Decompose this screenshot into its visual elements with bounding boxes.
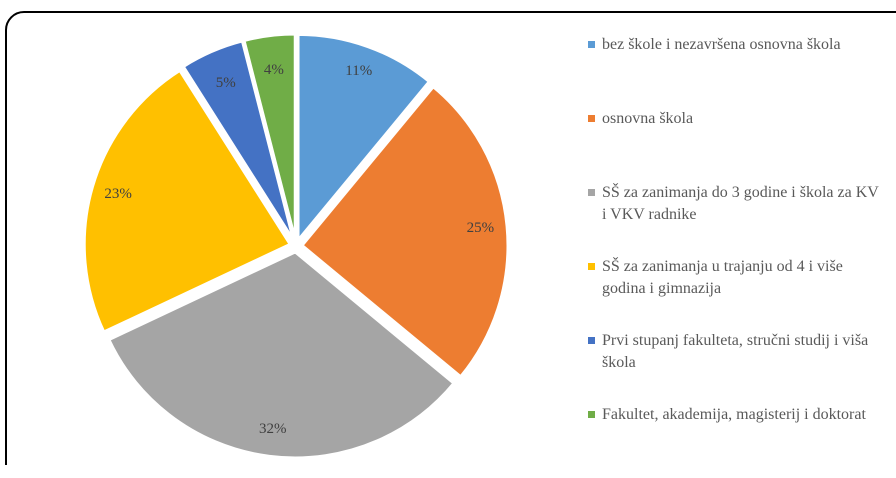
legend-swatch <box>588 189 595 196</box>
legend-item: Prvi stupanj fakulteta, stručni studij i… <box>588 330 880 404</box>
legend-label: SŠ za zanimanja do 3 godine i škola za K… <box>602 184 879 223</box>
legend-item: SŠ za zanimanja u trajanju od 4 i više g… <box>588 256 880 330</box>
legend: bez škole i nezavršena osnovna škola osno… <box>588 34 880 478</box>
legend-label: Fakultet, akademija, magisterij i doktor… <box>602 406 866 423</box>
pie-slice <box>296 32 432 245</box>
legend-swatch <box>588 337 595 344</box>
chart: 11% 25% 32% 23% 5% 4% bez škole i nezavršena … <box>5 11 896 465</box>
data-label: 4% <box>264 62 284 78</box>
legend-item: bez škole i nezavršena osnovna škola <box>588 34 880 108</box>
data-label: 32% <box>259 421 287 437</box>
legend-item: osnovna škola <box>588 108 880 182</box>
legend-swatch <box>588 115 595 122</box>
pie-slice <box>106 250 457 460</box>
legend-label: Prvi stupanj fakulteta, stručni studij i… <box>602 332 869 371</box>
data-label: 5% <box>216 75 236 91</box>
pie-slice <box>82 68 293 335</box>
legend-item: Fakultet, akademija, magisterij i doktor… <box>588 404 880 478</box>
legend-item: SŠ za zanimanja do 3 godine i škola za K… <box>588 182 880 256</box>
pie-slice <box>181 39 296 242</box>
data-label: 11% <box>345 63 372 79</box>
pie-slice <box>242 32 297 241</box>
legend-swatch <box>588 411 595 418</box>
legend-label: bez škole i nezavršena osnovna škola <box>602 36 841 53</box>
data-label: 23% <box>104 186 132 202</box>
pie-slice <box>299 84 510 379</box>
legend-swatch <box>588 41 595 48</box>
legend-swatch <box>588 263 595 270</box>
chart-area: 11% 25% 32% 23% 5% 4% <box>5 11 896 465</box>
frame <box>5 11 896 465</box>
data-label: 25% <box>467 220 495 236</box>
legend-label: SŠ za zanimanja u trajanju od 4 i više g… <box>602 258 843 297</box>
legend-label: osnovna škola <box>602 110 694 127</box>
